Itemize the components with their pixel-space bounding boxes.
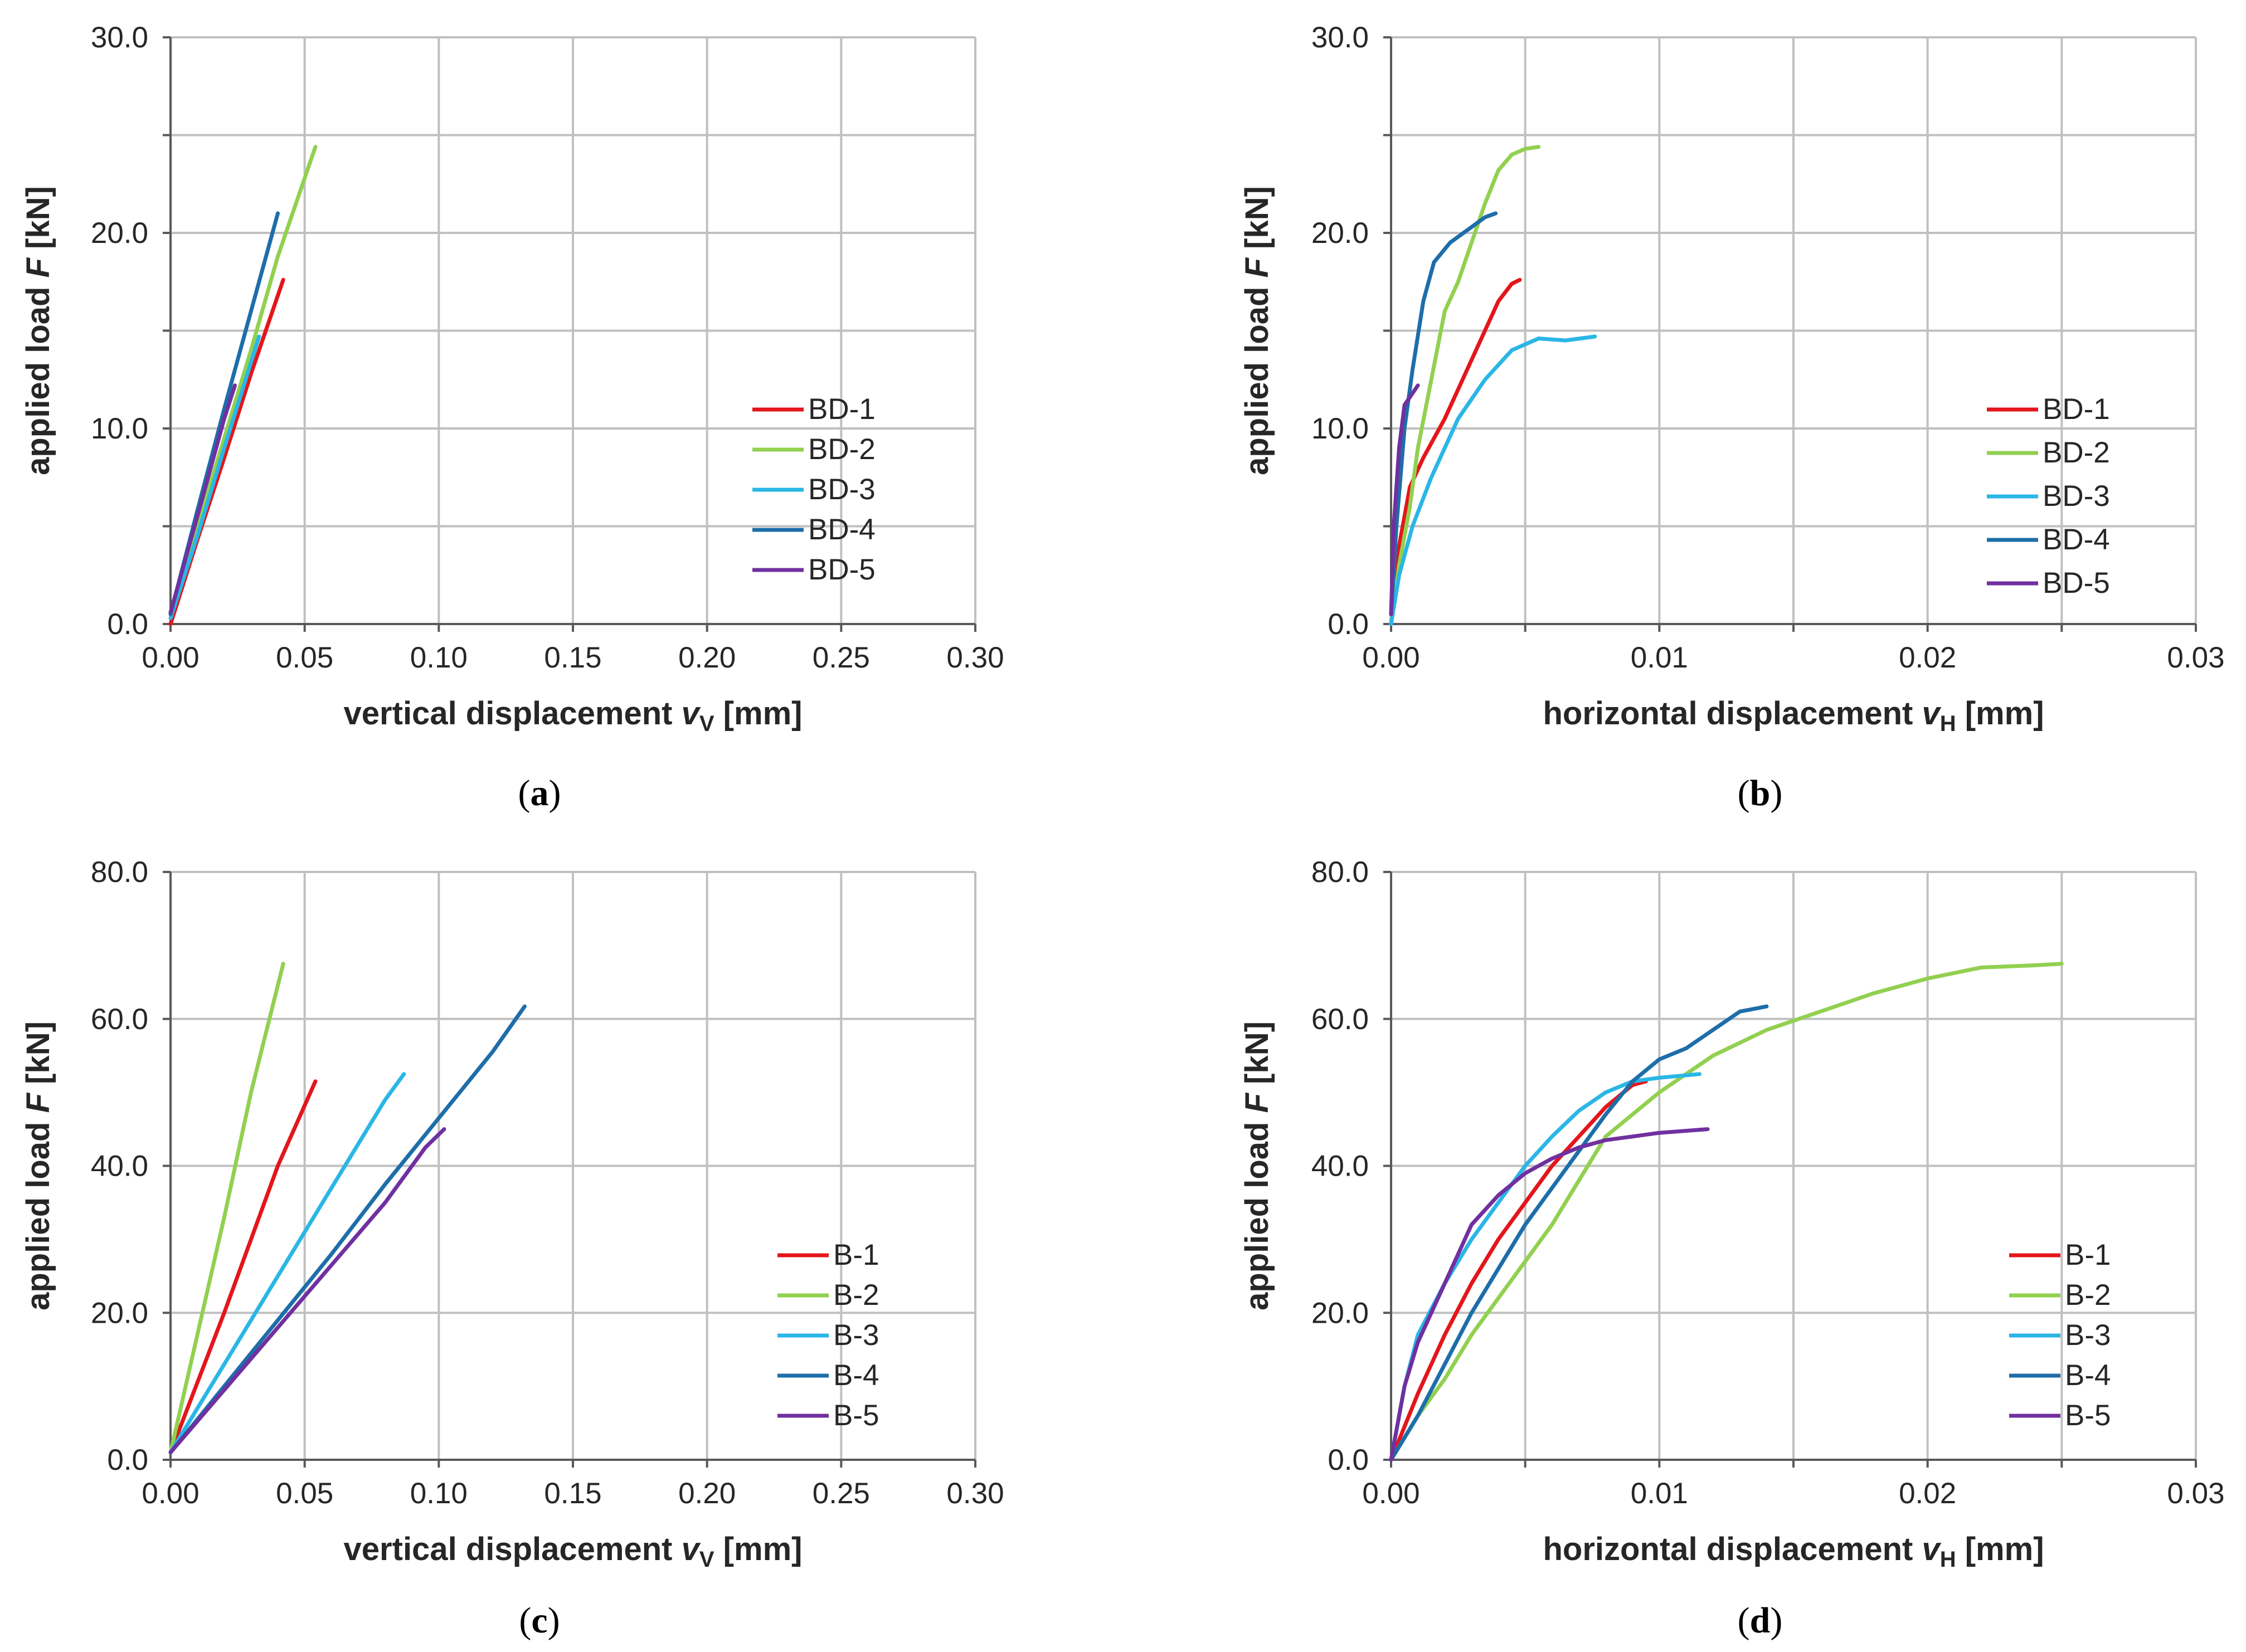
series-line-bd-5: [168, 383, 237, 615]
legend-label: BD-4: [808, 513, 876, 546]
y-tick-label: 20.0: [91, 217, 148, 250]
legend-label: BD-4: [2043, 523, 2110, 556]
series-line-bd-5: [1389, 383, 1420, 616]
x-tick-label: 0.03: [2167, 641, 2224, 674]
x-axis-label: vertical displacement vV [mm]: [344, 695, 803, 736]
y-tick-label: 60.0: [91, 1003, 148, 1036]
legend-label: BD-3: [2043, 480, 2110, 513]
series-line-bd-2: [168, 145, 318, 616]
x-tick-label: 0.02: [1899, 641, 1956, 674]
series-line-b-4: [168, 1004, 527, 1455]
series-line-bd-1: [1389, 277, 1522, 626]
x-tick-label: 0.15: [544, 1477, 601, 1510]
y-tick-label: 40.0: [91, 1150, 148, 1183]
y-axis-label: applied load F [kN]: [20, 186, 56, 475]
x-tick-label: 0.30: [946, 641, 1004, 674]
legend-label: B-5: [2065, 1399, 2111, 1432]
legend-label: B-1: [2065, 1239, 2111, 1271]
x-tick-label: 0.01: [1631, 641, 1688, 674]
x-tick-label: 0.01: [1631, 1477, 1688, 1510]
panel-caption: (a): [518, 773, 561, 813]
legend-label: B-2: [2065, 1279, 2111, 1312]
legend-label: BD-5: [808, 553, 876, 586]
y-axis-label: applied load F [kN]: [1239, 1021, 1275, 1310]
series-line-bd-3: [1389, 334, 1597, 626]
x-tick-label: 0.30: [946, 1477, 1004, 1510]
legend-label: B-3: [833, 1319, 879, 1352]
series-line-bd-4: [1389, 211, 1498, 616]
legend-label: BD-5: [2043, 567, 2110, 600]
y-axis-label: applied load F [kN]: [20, 1021, 56, 1310]
legend-label: BD-2: [2043, 436, 2110, 469]
legend: BD-1 BD-2 BD-3 BD-4 BD-5: [752, 393, 876, 586]
legend-label: B-5: [833, 1399, 879, 1432]
legend: B-1 B-2 B-3 B-4 B-5: [2009, 1239, 2111, 1432]
legend-label: B-4: [2065, 1359, 2111, 1392]
series-line-b-5: [1389, 1127, 1710, 1462]
y-tick-label: 0.0: [1328, 608, 1369, 641]
series-line-bd-3: [168, 334, 261, 620]
legend-label: B-1: [833, 1239, 879, 1271]
series-line-b-4: [1389, 1004, 1769, 1462]
y-tick-label: 20.0: [1311, 1297, 1369, 1329]
y-tick-label: 80.0: [91, 856, 148, 889]
x-tick-label: 0.00: [142, 1477, 199, 1510]
series-line-bd-2: [1389, 145, 1541, 626]
chart-b: 0.00 0.01 0.02 0.03 0.0 10.0 20.0 30.0 horizonta…: [1239, 21, 2225, 813]
series-line-b-3: [168, 1072, 406, 1455]
x-axis-label: horizontal displacement vH [mm]: [1543, 695, 2044, 736]
legend-label: B-3: [2065, 1319, 2111, 1352]
x-tick-label: 0.03: [2167, 1477, 2224, 1510]
panel-caption: (c): [519, 1600, 560, 1641]
x-tick-label: 0.25: [813, 641, 870, 674]
legend-label: BD-3: [808, 473, 876, 506]
x-tick-label: 0.10: [410, 1477, 468, 1510]
series-line-b-2: [1389, 962, 2064, 1462]
x-tick-label: 0.00: [142, 641, 199, 674]
y-tick-label: 80.0: [1311, 856, 1369, 889]
x-tick-label: 0.05: [276, 641, 333, 674]
panel-caption: (d): [1738, 1600, 1783, 1641]
legend: BD-1 BD-2 BD-3 BD-4 BD-5: [1987, 393, 2110, 600]
y-tick-label: 40.0: [1311, 1150, 1369, 1183]
legend-label: BD-1: [808, 393, 876, 426]
x-tick-label: 0.20: [678, 641, 736, 674]
legend-label: B-2: [833, 1279, 879, 1312]
x-tick-label: 0.00: [1362, 641, 1419, 674]
y-tick-label: 0.0: [107, 1444, 148, 1476]
legend-label: BD-1: [2043, 393, 2110, 426]
x-tick-label: 0.10: [410, 641, 468, 674]
legend-label: BD-2: [808, 433, 876, 466]
y-tick-label: 20.0: [1311, 217, 1369, 250]
y-tick-label: 30.0: [91, 21, 148, 54]
x-tick-label: 0.15: [544, 641, 601, 674]
legend: B-1 B-2 B-3 B-4 B-5: [777, 1239, 879, 1432]
chart-d: 0.00 0.01 0.02 0.03 0.0 20.0 40.0 60.0 80.0 horiz…: [1239, 856, 2225, 1641]
panel-caption: (b): [1738, 773, 1783, 813]
y-tick-label: 10.0: [1311, 412, 1369, 445]
legend-label: B-4: [833, 1359, 879, 1392]
series-line-b-1: [1389, 1079, 1648, 1462]
y-tick-label: 30.0: [1311, 21, 1369, 54]
y-tick-label: 20.0: [91, 1297, 148, 1329]
x-tick-label: 0.05: [276, 1477, 333, 1510]
x-axis-label: horizontal displacement vH [mm]: [1543, 1531, 2044, 1572]
y-tick-label: 60.0: [1311, 1003, 1369, 1036]
x-tick-label: 0.20: [678, 1477, 736, 1510]
series-line-b-5: [168, 1127, 446, 1455]
x-tick-label: 0.00: [1362, 1477, 1419, 1510]
y-tick-label: 10.0: [91, 412, 148, 445]
series-line-b-1: [168, 1079, 318, 1455]
series-line-b-2: [168, 962, 285, 1455]
chart-a: 0.00 0.05 0.10 0.15 0.20 0.25 0.30 0.0 10.0 20.0 3…: [20, 21, 1004, 813]
x-tick-label: 0.25: [813, 1477, 870, 1510]
x-tick-label: 0.02: [1899, 1477, 1956, 1510]
y-tick-label: 0.0: [1328, 1444, 1369, 1476]
chart-c: 0.00 0.05 0.10 0.15 0.20 0.25 0.30 0.0 20.0 40.0 6…: [20, 856, 1004, 1641]
x-axis-label: vertical displacement vV [mm]: [344, 1531, 803, 1572]
y-axis-label: applied load F [kN]: [1239, 186, 1275, 475]
y-tick-label: 0.0: [107, 608, 148, 641]
